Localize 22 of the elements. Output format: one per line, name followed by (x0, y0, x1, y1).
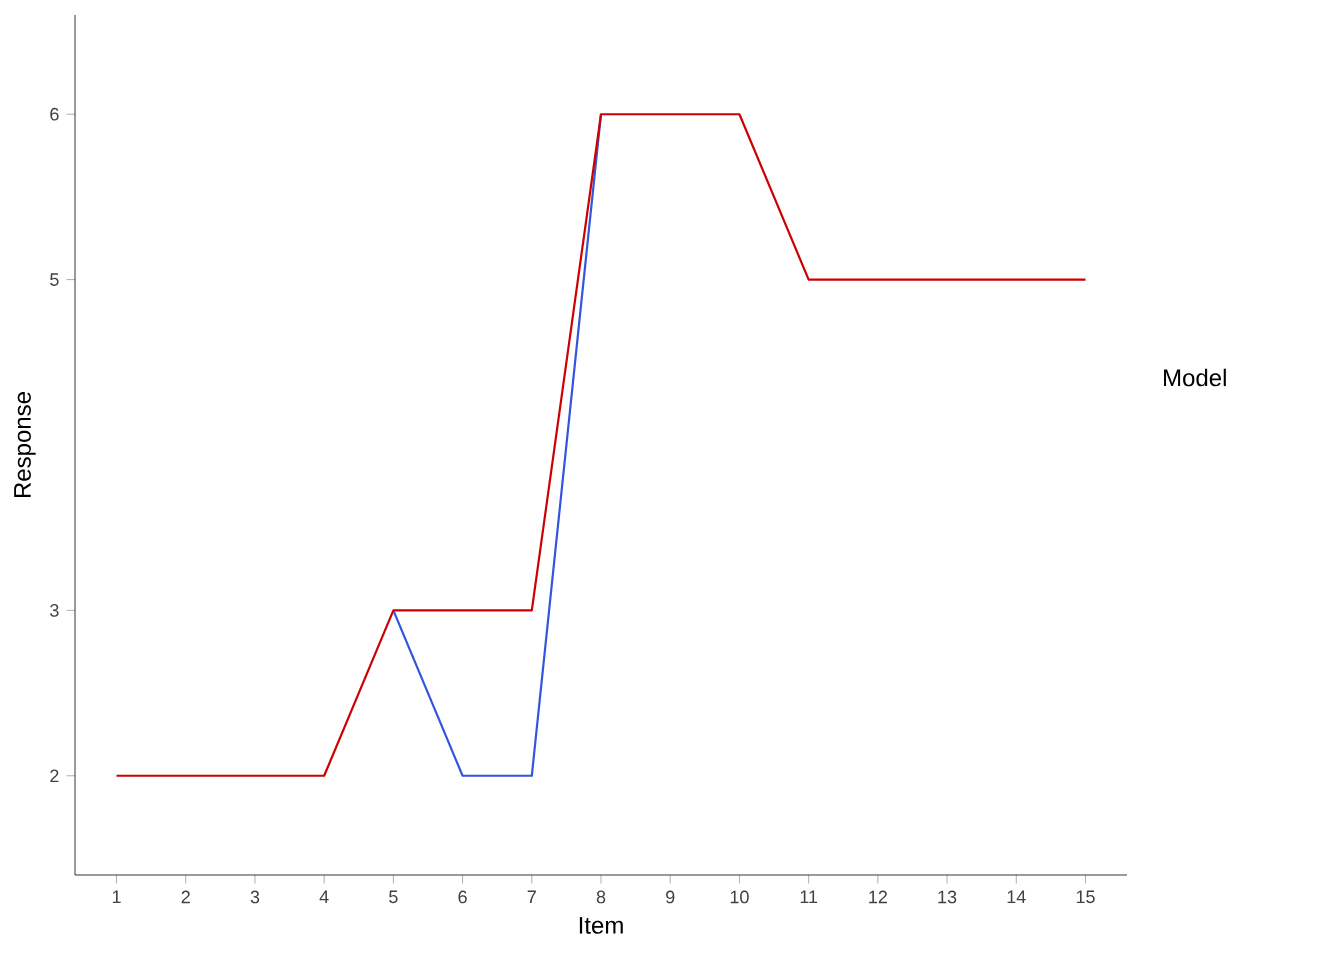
y-tick-label: 5 (50, 273, 59, 286)
x-tick-label: 12 (869, 890, 887, 904)
x-tick-label: 6 (458, 890, 467, 904)
x-tick-label: 8 (596, 890, 606, 904)
y-tick-label: 2 (50, 769, 59, 783)
y-axis-title: Response (14, 392, 36, 498)
x-tick-label: 3 (250, 890, 260, 904)
x-tick-label: 5 (389, 890, 398, 904)
x-tick-label: 10 (730, 890, 749, 904)
x-tick-label: 1 (112, 890, 121, 903)
x-tick-label: 14 (1007, 890, 1026, 903)
x-tick-label: 13 (938, 890, 957, 904)
x-tick-label: 15 (1076, 890, 1095, 904)
x-tick-label: 4 (319, 890, 329, 903)
x-axis-title: Item (579, 917, 623, 934)
y-tick-label: 3 (50, 604, 59, 617)
x-tick-label: 7 (527, 890, 536, 903)
y-tick-label: 6 (50, 107, 59, 121)
legend-title: Model (1164, 368, 1226, 387)
x-tick-label: 2 (181, 890, 190, 904)
x-tick-label: 9 (666, 890, 675, 904)
x-tick-label: 11 (800, 890, 818, 903)
